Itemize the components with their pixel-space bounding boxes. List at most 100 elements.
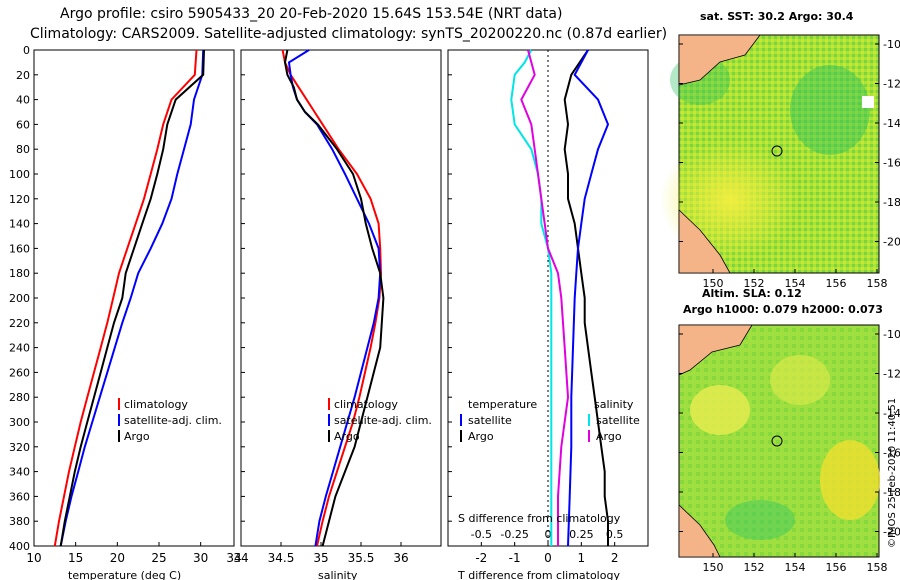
top-x-tick-label: 0.5 bbox=[606, 528, 624, 541]
y-tick-label: 300 bbox=[9, 416, 30, 429]
series-line-salinity-satellite bbox=[567, 49, 610, 547]
lat-tick-label: -18 bbox=[883, 196, 900, 209]
salinity-panel-frame bbox=[240, 49, 442, 547]
lat-tick-label: -12 bbox=[883, 78, 900, 91]
salinity-xlabel: salinity bbox=[318, 569, 358, 580]
series-line-temperature-argo bbox=[563, 49, 609, 546]
y-tick-label: 200 bbox=[9, 292, 30, 305]
y-tick-label: 120 bbox=[9, 193, 30, 206]
sla-map-axes: 150 152 154 156 158 -10 -12 -14 -16 -18 -20 bbox=[679, 328, 900, 574]
t-difference-xlabel: T difference from climatology bbox=[457, 569, 620, 580]
lon-tick-label: 150 bbox=[703, 561, 724, 574]
lat-tick-label: -10 bbox=[883, 328, 900, 341]
y-tick-label: 40 bbox=[16, 94, 30, 107]
argo-location-marker bbox=[771, 145, 783, 157]
series-line-argo bbox=[59, 49, 205, 547]
x-tick-label: 0 bbox=[544, 551, 552, 565]
s-difference-xlabel: S difference from climatology bbox=[458, 512, 621, 525]
map-top-title: sat. SST: 30.2 Argo: 30.4 bbox=[700, 10, 854, 23]
lon-tick-label: 154 bbox=[785, 277, 806, 290]
legend-argo: Argo bbox=[596, 430, 622, 443]
y-tick-label: 280 bbox=[9, 391, 30, 404]
x-tick-label: 34.5 bbox=[268, 551, 295, 565]
lat-tick-label: -12 bbox=[883, 368, 900, 381]
x-tick-label: 25 bbox=[151, 551, 166, 565]
x-tick-label: 35.5 bbox=[348, 551, 375, 565]
y-tick-label: 320 bbox=[9, 441, 30, 454]
lon-tick-label: 158 bbox=[867, 561, 888, 574]
lat-tick-label: -16 bbox=[883, 447, 900, 460]
legend-climatology: climatology bbox=[334, 398, 398, 411]
temperature-xlabel: temperature (deg C) bbox=[68, 569, 181, 580]
x-tick-label: 2 bbox=[611, 551, 619, 565]
series-line-temperature-satellite bbox=[510, 49, 553, 546]
lon-tick-label: 154 bbox=[785, 561, 806, 574]
salinity-plot: 34 34.5 35 35.5 36 bbox=[233, 49, 409, 565]
header-line-2: Climatology: CARS2009. Satellite-adjuste… bbox=[30, 26, 668, 42]
series-line-climatology bbox=[53, 49, 198, 547]
difference-plot: -2 -1 0 1 2 -0.5 -0.25 0 0.25 0.5 bbox=[471, 49, 624, 565]
lat-tick-label: -10 bbox=[883, 38, 900, 51]
lon-tick-label: 156 bbox=[826, 277, 847, 290]
y-tick-label: 400 bbox=[9, 540, 30, 553]
y-tick-label: 360 bbox=[9, 490, 30, 503]
legend-satellite: satellite bbox=[596, 414, 640, 427]
top-x-tick-label: -0.25 bbox=[500, 528, 528, 541]
top-x-tick-label: -0.5 bbox=[471, 528, 492, 541]
y-tick-label: 380 bbox=[9, 515, 30, 528]
map-bottom-title: Argo h1000: 0.079 h2000: 0.073 bbox=[683, 303, 883, 316]
lon-tick-label: 152 bbox=[744, 277, 765, 290]
header-line-1: Argo profile: csiro 5905433_20 20-Feb-20… bbox=[60, 6, 563, 22]
lon-tick-label: 150 bbox=[703, 277, 724, 290]
temperature-legend: climatology satellite-adj. clim. Argo bbox=[118, 398, 222, 443]
top-x-tick-label: 0 bbox=[545, 528, 552, 541]
argo-location-marker bbox=[771, 435, 783, 447]
legend-argo: Argo bbox=[334, 430, 360, 443]
y-tick-label: 20 bbox=[16, 69, 30, 82]
y-tick-label: 80 bbox=[16, 143, 30, 156]
sla-map bbox=[678, 324, 880, 558]
series-line-argo bbox=[283, 49, 385, 547]
legend-climatology: climatology bbox=[124, 398, 188, 411]
lat-tick-label: -20 bbox=[883, 236, 900, 249]
legend-salinity: salinity bbox=[594, 398, 634, 411]
salinity-legend: climatology satellite-adj. clim. Argo bbox=[328, 398, 432, 443]
difference-legend: temperature satellite Argo salinity sate… bbox=[460, 398, 640, 443]
temperature-panel-frame bbox=[33, 49, 235, 547]
lon-tick-label: 158 bbox=[867, 277, 888, 290]
lat-tick-label: -18 bbox=[883, 486, 900, 499]
x-tick-label: 30 bbox=[193, 551, 208, 565]
x-tick-label: 15 bbox=[68, 551, 83, 565]
sst-map bbox=[660, 34, 880, 274]
x-tick-label: 36 bbox=[393, 551, 408, 565]
timestamp-stamp: ©IMOS 25-Feb-2020 11:40:51 bbox=[887, 398, 898, 548]
series-line-satellite-adj-clim- bbox=[59, 49, 205, 547]
y-tick-label: 260 bbox=[9, 366, 30, 379]
legend-satellite-adj: satellite-adj. clim. bbox=[334, 414, 432, 427]
x-tick-label: 35 bbox=[313, 551, 328, 565]
land-polygon bbox=[678, 504, 721, 558]
legend-argo: Argo bbox=[468, 430, 494, 443]
lon-tick-label: 156 bbox=[826, 561, 847, 574]
y-tick-label: 220 bbox=[9, 317, 30, 330]
y-tick-label: 140 bbox=[9, 218, 30, 231]
y-tick-label: 240 bbox=[9, 342, 30, 355]
y-tick-label: 340 bbox=[9, 466, 30, 479]
legend-temperature: temperature bbox=[468, 398, 537, 411]
depth-axis: 0 20 40 60 80 100 120 140 160 180 200 220 240 260 280 3… bbox=[9, 44, 452, 553]
missing-data-patch bbox=[862, 96, 874, 108]
series-line-salinity-argo bbox=[520, 49, 570, 546]
y-tick-label: 60 bbox=[16, 118, 30, 131]
land-polygon bbox=[678, 324, 753, 376]
lat-tick-label: -20 bbox=[883, 526, 900, 539]
x-tick-label: 34 bbox=[233, 551, 248, 565]
lon-tick-label: 152 bbox=[744, 561, 765, 574]
difference-panel-frame bbox=[447, 49, 649, 547]
sst-map-axes: 150 152 154 156 158 -10 -12 -14 -16 -18 -20 bbox=[679, 38, 900, 290]
x-tick-label: 34 bbox=[226, 551, 241, 565]
y-tick-label: 180 bbox=[9, 267, 30, 280]
top-x-tick-label: 0.25 bbox=[569, 528, 594, 541]
series-line-climatology bbox=[281, 49, 383, 547]
x-tick-label: 1 bbox=[578, 551, 586, 565]
